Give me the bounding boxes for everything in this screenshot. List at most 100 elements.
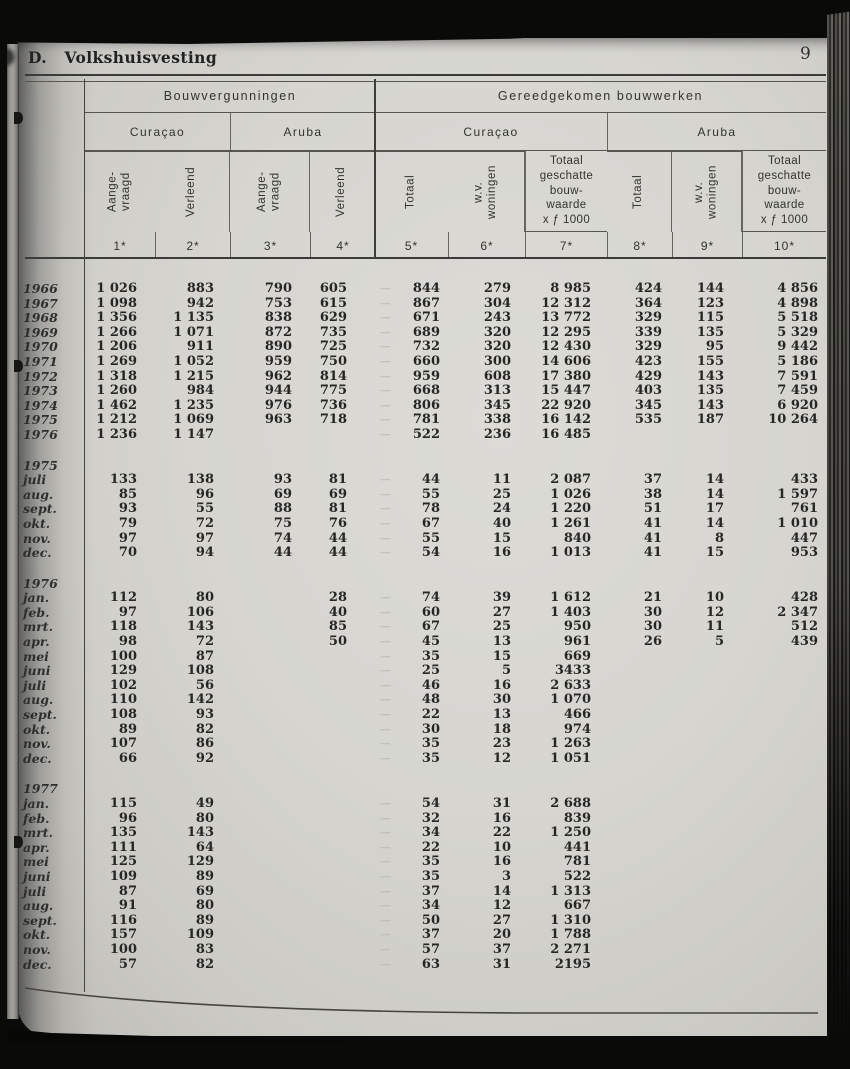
spine-mark — [14, 112, 23, 124]
data-cell-col2: 1 235 — [173, 397, 214, 413]
table-header: Bouwvergunningen Gereedgekomen bouwwerke… — [20, 79, 826, 259]
data-cell-col7: 1 313 — [550, 883, 591, 899]
empty-column-dash: — — [380, 722, 391, 736]
data-cell-col2: 80 — [195, 898, 214, 914]
data-cell-col10: 1 010 — [777, 515, 818, 531]
data-cell-col10 — [742, 752, 826, 767]
data-cell-col3: 74 — [273, 530, 292, 546]
row-label: okt. — [23, 515, 51, 531]
empty-column-dash: — — [380, 649, 391, 663]
data-cell-col5: 44 — [421, 472, 440, 488]
data-cell-col1: 116 — [109, 912, 137, 928]
data-cell-col4 — [310, 928, 375, 943]
data-cell-col7: 950 — [563, 619, 591, 635]
data-cell-col1: 102 — [109, 677, 137, 693]
data-cell-col4: 85 — [328, 619, 347, 635]
data-cell-col5: 781 — [412, 412, 440, 428]
empty-column-dash: — — [380, 487, 391, 501]
empty-column-dash: — — [380, 855, 391, 869]
row-label: nov. — [23, 530, 51, 546]
data-cell-col6: 13 — [492, 634, 511, 650]
empty-cell — [448, 577, 525, 592]
data-cell-col6: 11 — [492, 472, 511, 488]
header-spacer — [20, 79, 85, 113]
data-cell-col5: 60 — [421, 604, 440, 620]
heavy-rule — [25, 257, 826, 259]
data-cell-col9: 12 — [705, 604, 724, 620]
data-cell-col9 — [672, 899, 742, 914]
data-cell-col3: 944 — [264, 383, 292, 399]
column-header-verleend-aruba: Verleend — [310, 151, 375, 232]
data-cell-col5: 34 — [421, 825, 440, 841]
row-label: jan. — [23, 590, 50, 606]
section-spacer — [20, 766, 826, 782]
data-cell-col9: 155 — [696, 353, 724, 369]
data-cell-col1: 125 — [109, 854, 137, 870]
data-cell-col3 — [230, 650, 310, 665]
left-vertical-rule — [84, 79, 86, 992]
data-cell-col9 — [672, 826, 742, 841]
empty-column-dash: — — [380, 516, 391, 530]
data-cell-col4: 44 — [328, 545, 347, 561]
row-label: mei — [23, 854, 49, 870]
row-label: aug. — [23, 898, 54, 914]
region-header-curacao-left: Curaçao — [85, 113, 230, 151]
data-cell-col9 — [672, 870, 742, 885]
data-cell-col10: 5 518 — [777, 310, 818, 326]
empty-cell — [375, 782, 396, 797]
empty-column-dash: — — [380, 296, 391, 310]
data-cell-col5: 844 — [412, 281, 440, 296]
data-cell-col8: 37 — [643, 472, 662, 488]
data-cell-col4 — [310, 797, 375, 812]
data-cell-col9 — [672, 855, 742, 870]
data-cell-col2: 129 — [186, 854, 214, 870]
data-cell-col7: 1 013 — [550, 545, 591, 561]
empty-cell — [230, 577, 310, 592]
empty-column-dash: — — [380, 605, 391, 619]
data-cell-col4 — [310, 812, 375, 827]
data-cell-col3: 838 — [264, 310, 292, 326]
empty-column-dash: — — [380, 811, 391, 825]
data-cell-col1: 70 — [118, 545, 137, 561]
row-label: 1971 — [23, 353, 58, 369]
data-cell-col7: 2195 — [554, 956, 591, 972]
group-header-bouwvergunningen: Bouwvergunningen — [85, 79, 375, 113]
data-cell-col7: 2 633 — [550, 677, 591, 693]
data-cell-col7: 1 310 — [550, 912, 591, 928]
data-cell-col8: 30 — [643, 619, 662, 635]
data-cell-col1: 79 — [118, 515, 137, 531]
data-cell-col9 — [672, 679, 742, 694]
empty-cell — [672, 577, 742, 592]
data-cell-col7: 1 026 — [550, 486, 591, 502]
data-cell-col3: 69 — [273, 486, 292, 502]
data-cell-col8 — [607, 797, 672, 812]
data-cell-col9: 95 — [705, 339, 724, 355]
empty-cell — [85, 459, 155, 474]
data-cell-col8 — [607, 826, 672, 841]
header-spacer — [20, 151, 85, 232]
empty-cell — [396, 782, 448, 797]
data-cell-col8: 21 — [643, 590, 662, 606]
data-cell-col2: 1 135 — [173, 310, 214, 326]
data-cell-col6: 313 — [483, 383, 511, 399]
data-cell-col6: 39 — [492, 590, 511, 606]
data-cell-col8 — [607, 928, 672, 943]
data-cell-col7: 1 250 — [550, 825, 591, 841]
data-cell-col3 — [230, 812, 310, 827]
data-cell-col2: 1 071 — [173, 324, 214, 340]
data-cell-col5: 668 — [412, 383, 440, 399]
data-cell-col6: 279 — [483, 281, 511, 296]
empty-cell — [155, 577, 230, 592]
data-cell-col5: 45 — [421, 634, 440, 650]
data-cell-col5: 35 — [421, 854, 440, 870]
data-cell-col6: 16 — [492, 854, 511, 870]
data-cell-col1: 1 318 — [96, 368, 137, 384]
data-cell-col3 — [230, 693, 310, 708]
data-cell-col3 — [230, 606, 310, 621]
data-cell-col10: 447 — [790, 530, 818, 546]
data-cell-col4 — [310, 650, 375, 665]
data-cell-col7: 669 — [563, 648, 591, 664]
empty-cell — [672, 782, 742, 797]
data-cell-col10: 6 920 — [777, 397, 818, 413]
row-label: nov. — [23, 736, 51, 752]
